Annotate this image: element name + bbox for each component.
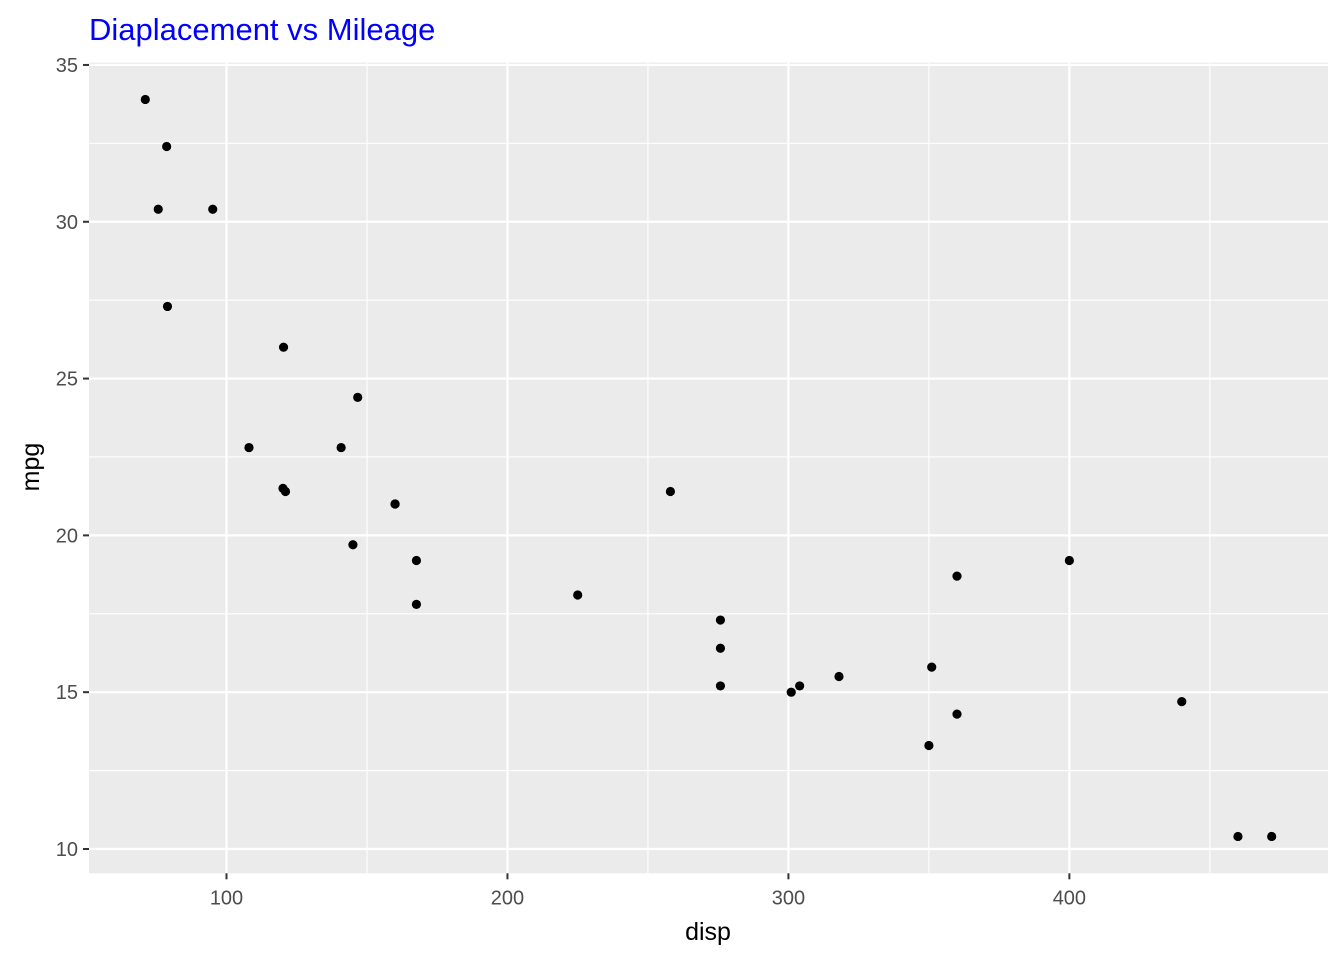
data-point (786, 687, 796, 697)
data-point (348, 540, 358, 550)
data-point (411, 555, 422, 566)
data-point (1177, 696, 1187, 707)
x-tick-label: 100 (210, 887, 243, 909)
data-point (162, 141, 172, 152)
data-point (278, 342, 289, 352)
x-tick-label: 400 (1053, 887, 1086, 909)
y-tick-label: 35 (56, 55, 78, 77)
data-point (208, 204, 218, 214)
data-point (924, 740, 934, 751)
data-point (390, 499, 400, 509)
y-tick-label: 15 (56, 682, 78, 704)
chart-title: Diaplacement vs Mileage (89, 12, 435, 47)
data-point (280, 486, 291, 497)
data-point (140, 94, 150, 105)
y-tick-label: 25 (56, 369, 78, 391)
plot-panel (89, 62, 1328, 874)
x-axis: 100 200 300 400 (210, 873, 1086, 909)
data-point (795, 681, 805, 691)
data-point (411, 599, 422, 609)
data-point (162, 301, 173, 312)
data-point (336, 442, 346, 453)
data-point (715, 615, 726, 625)
data-points (140, 94, 1277, 842)
data-point (665, 486, 676, 497)
y-axis: 10 15 20 25 30 35 (56, 55, 89, 861)
data-point (952, 571, 962, 581)
x-axis-label: disp (685, 918, 731, 946)
data-point (834, 671, 844, 682)
data-point (1064, 555, 1074, 566)
data-point (715, 681, 726, 691)
data-point (573, 590, 583, 600)
y-tick-label: 10 (56, 839, 78, 861)
x-tick-label: 300 (772, 887, 805, 909)
y-axis-label: mpg (17, 443, 45, 492)
x-tick-label: 200 (491, 887, 524, 909)
y-tick-label: 30 (56, 212, 78, 234)
grid-lines (89, 62, 1328, 874)
data-point (1267, 831, 1277, 842)
data-point (715, 643, 726, 653)
data-point (1233, 831, 1243, 842)
y-tick-label: 20 (56, 525, 78, 547)
data-point (927, 662, 937, 672)
data-point (244, 442, 254, 453)
data-point (153, 204, 163, 214)
data-point (353, 392, 363, 402)
data-point (952, 709, 962, 719)
